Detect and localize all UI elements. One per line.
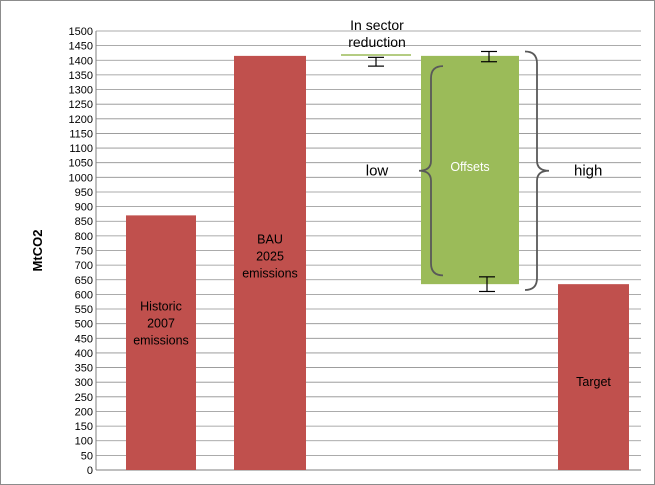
y-axis-label: MtCO2 — [30, 230, 45, 272]
y-tick-label: 650 — [75, 275, 93, 287]
y-tick-label: 700 — [75, 260, 93, 272]
y-tick-label: 0 — [87, 465, 93, 477]
bar-target — [558, 284, 629, 470]
bar-offsets — [421, 55, 519, 285]
bar-bau-2025-label: 2025 — [256, 249, 284, 263]
low-label: low — [366, 163, 389, 180]
y-tick-label: 400 — [75, 348, 93, 360]
y-tick-label: 500 — [75, 319, 93, 331]
y-tick-label: 550 — [75, 304, 93, 316]
bar-historic-2007-label: Historic — [140, 300, 182, 314]
y-tick-label: 850 — [75, 216, 93, 228]
y-tick-label: 1300 — [69, 85, 93, 97]
y-tick-label: 800 — [75, 231, 93, 243]
y-tick-label: 900 — [75, 202, 93, 214]
y-tick-label: 1000 — [69, 172, 93, 184]
y-tick-label: 1250 — [69, 99, 93, 111]
bar-historic-2007 — [126, 215, 196, 470]
bar-historic-2007-label: 2007 — [147, 317, 175, 331]
brace-low — [418, 65, 444, 277]
y-tick-label: 100 — [75, 436, 93, 448]
bar-bau-2025-label: emissions — [242, 266, 298, 280]
y-tick-label: 1450 — [69, 41, 93, 53]
y-tick-label: 1150 — [69, 128, 93, 140]
y-tick-label: 1350 — [69, 70, 93, 82]
bar-bau-2025-label: BAU — [257, 232, 283, 246]
in-sector-label: In sector — [350, 17, 404, 33]
y-tick-label: 950 — [75, 187, 93, 199]
y-tick-label: 1500 — [69, 26, 93, 38]
high-label: high — [574, 163, 602, 180]
y-tick-label: 600 — [75, 289, 93, 301]
y-tick-label: 200 — [75, 406, 93, 418]
in-sector-label: reduction — [348, 34, 406, 50]
bar-bau-2025 — [234, 55, 306, 470]
brace-high — [524, 50, 550, 291]
y-tick-label: 1050 — [69, 158, 93, 170]
y-tick-label: 300 — [75, 377, 93, 389]
y-tick-label: 150 — [75, 421, 93, 433]
y-tick-label: 50 — [81, 450, 93, 462]
bar-historic-2007-label: emissions — [133, 334, 189, 348]
y-tick-label: 450 — [75, 333, 93, 345]
bar-target-label: Target — [576, 375, 611, 389]
y-tick-label: 1100 — [69, 143, 93, 155]
y-tick-label: 350 — [75, 363, 93, 375]
y-tick-label: 1400 — [69, 55, 93, 67]
y-tick-label: 750 — [75, 246, 93, 258]
y-tick-label: 250 — [75, 392, 93, 404]
bar-offsets-label: Offsets — [450, 160, 489, 174]
y-tick-label: 1200 — [69, 114, 93, 126]
